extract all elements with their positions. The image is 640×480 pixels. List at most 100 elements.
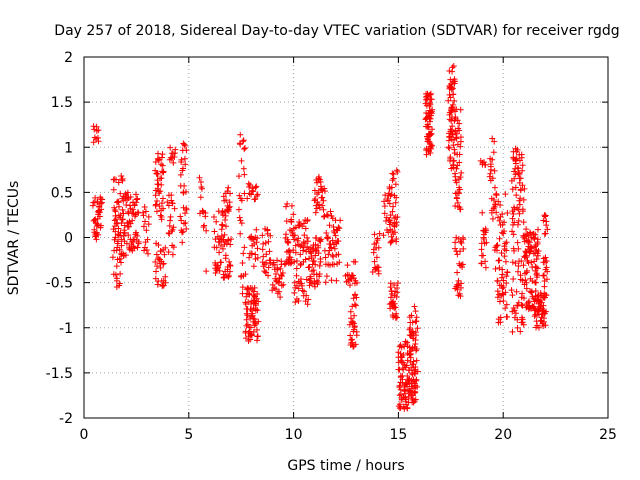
data-point: [95, 127, 102, 134]
data-point: [323, 273, 330, 280]
y-tick-label: -2: [59, 411, 73, 427]
data-point: [490, 196, 497, 203]
data-point: [453, 179, 460, 186]
data-point: [92, 194, 99, 201]
data-point: [167, 154, 174, 161]
data-point: [292, 249, 299, 256]
data-point: [447, 155, 454, 162]
data-point: [509, 259, 516, 266]
data-point: [408, 312, 415, 319]
data-point: [351, 324, 358, 331]
data-point: [152, 192, 159, 199]
data-point: [133, 199, 140, 206]
data-point: [457, 106, 464, 113]
data-point: [312, 195, 319, 202]
data-point: [520, 262, 527, 269]
data-point: [247, 324, 254, 331]
data-point: [253, 192, 260, 199]
data-point: [541, 213, 548, 220]
data-point: [198, 185, 205, 192]
data-point: [501, 246, 508, 253]
data-point: [480, 252, 487, 259]
data-point: [351, 320, 358, 327]
data-point: [254, 290, 261, 297]
data-point: [347, 332, 354, 339]
data-point: [246, 234, 253, 241]
data-point: [158, 216, 165, 223]
data-point: [509, 228, 516, 235]
data-point: [169, 251, 176, 258]
data-point: [425, 123, 432, 130]
data-point: [196, 174, 203, 181]
data-point: [426, 118, 433, 125]
data-point: [222, 252, 229, 259]
data-point: [413, 318, 420, 325]
data-point: [326, 222, 333, 229]
data-point: [538, 314, 545, 321]
data-point: [153, 208, 160, 215]
data-point: [489, 215, 496, 222]
data-point: [503, 247, 510, 254]
data-point: [159, 162, 166, 169]
data-point: [497, 319, 504, 326]
data-point: [201, 222, 208, 229]
data-point: [515, 165, 522, 172]
data-point: [428, 96, 435, 103]
data-point: [320, 197, 327, 204]
data-point: [109, 254, 116, 261]
data-point: [285, 248, 292, 255]
data-point: [331, 229, 338, 236]
data-point: [389, 177, 396, 184]
data-point: [297, 243, 304, 250]
data-point: [497, 201, 504, 208]
data-point: [429, 106, 436, 113]
data-point: [295, 298, 302, 305]
data-point: [519, 277, 526, 284]
data-point: [236, 192, 243, 199]
data-point: [244, 312, 251, 319]
data-point: [202, 213, 209, 220]
data-point: [278, 272, 285, 279]
data-point: [445, 144, 452, 151]
data-point: [152, 258, 159, 265]
data-point: [499, 285, 506, 292]
data-point: [391, 300, 398, 307]
data-point: [540, 217, 547, 224]
data-point: [482, 161, 489, 168]
data-point: [167, 213, 174, 220]
data-point: [428, 130, 435, 137]
axis-ticks: 0 5 10 15 20 25 -2 -1.5 -1 -0.5 0 0.5 1 1.5 2: [46, 50, 617, 443]
data-point: [392, 199, 399, 206]
data-point: [118, 242, 125, 249]
data-point: [283, 231, 290, 238]
data-point: [427, 131, 434, 138]
data-point: [90, 139, 97, 146]
data-point: [336, 259, 343, 266]
data-point: [446, 67, 453, 74]
data-point: [453, 106, 460, 113]
data-point: [246, 291, 253, 298]
data-point: [242, 271, 249, 278]
data-point: [117, 270, 124, 277]
data-point: [111, 207, 118, 214]
chart-title: Day 257 of 2018, Sidereal Day-to-day VTE…: [54, 23, 619, 39]
data-point: [390, 171, 397, 178]
data-point: [501, 228, 508, 235]
data-point: [143, 246, 150, 253]
data-point: [113, 263, 120, 270]
data-point: [237, 217, 244, 224]
data-point: [290, 211, 297, 218]
data-point: [522, 252, 529, 259]
data-point: [482, 264, 489, 271]
data-point: [225, 273, 232, 280]
data-point: [178, 156, 185, 163]
data-point: [297, 251, 304, 258]
data-point: [349, 272, 356, 279]
data-point: [250, 188, 257, 195]
data-point: [144, 236, 151, 243]
data-point: [312, 241, 319, 248]
data-point: [458, 169, 465, 176]
data-point: [112, 271, 119, 278]
data-point: [302, 225, 309, 232]
data-point: [512, 260, 519, 267]
